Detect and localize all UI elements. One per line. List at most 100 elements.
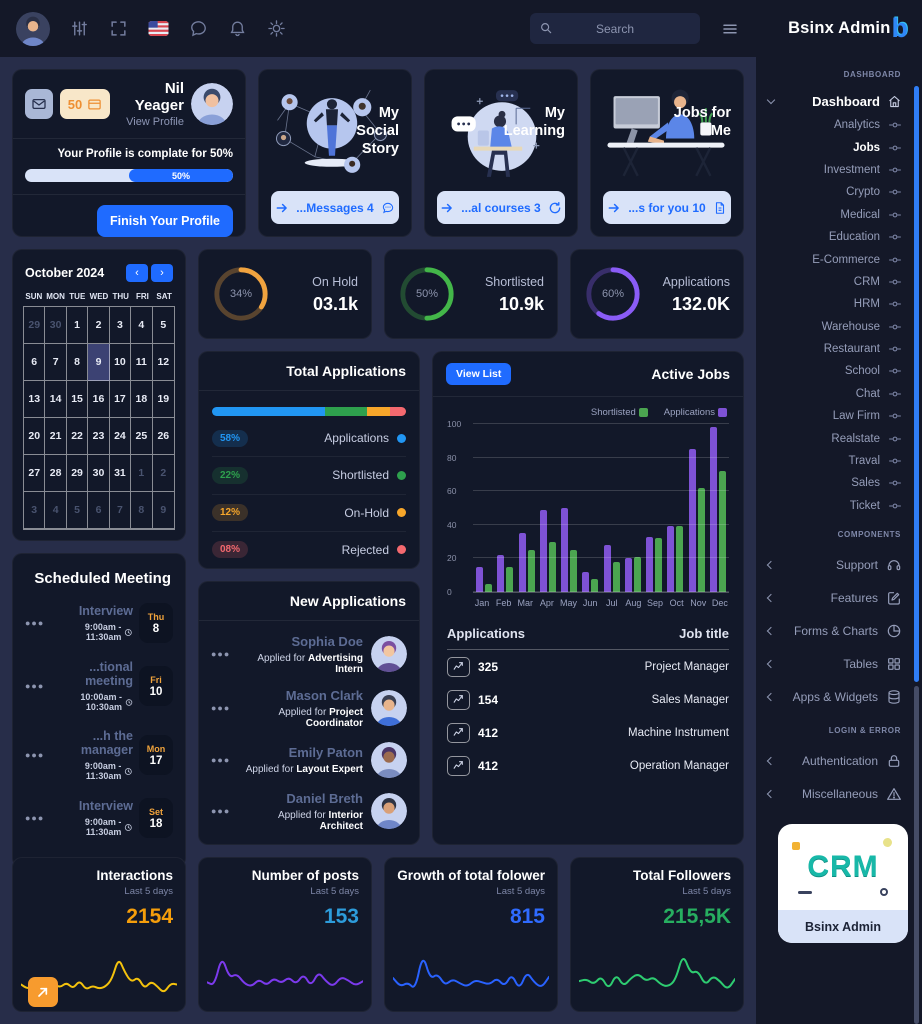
more-options-icon[interactable]: ●●● [211,806,231,816]
calendar-day[interactable]: 6 [88,492,110,529]
calendar-day[interactable]: 12 [152,344,174,381]
calendar-day[interactable]: 24 [109,418,132,455]
theme-sun-icon[interactable] [267,19,286,38]
calendar-prev-button[interactable]: ‹ [126,264,148,282]
calendar-day[interactable]: 30 [45,307,67,344]
calendar-day[interactable]: 11 [131,344,153,381]
calendar-day[interactable]: 14 [45,381,67,418]
calendar-day[interactable]: 20 [24,418,46,455]
more-options-icon[interactable]: ●●● [25,813,45,823]
calendar-day[interactable]: 9 [152,492,174,529]
calendar-day[interactable]: 2 [88,307,110,344]
sidebar-item-school[interactable]: School [766,360,902,382]
more-options-icon[interactable]: ●●● [211,703,231,713]
calendar-day[interactable]: 28 [45,455,67,492]
sidebar-item-sales[interactable]: Sales [766,472,902,494]
calendar-day[interactable]: 3 [109,307,132,344]
more-options-icon[interactable]: ●●● [211,754,231,765]
calendar-day[interactable]: 5 [66,492,89,529]
table-row[interactable]: 325 Project Manager [447,650,729,683]
calendar-day[interactable]: 4 [131,307,153,344]
sidebar-item-education[interactable]: Education [766,226,902,248]
calendar-next-button[interactable]: › [151,264,173,282]
jobs-button[interactable]: ...s for you 10 [603,191,731,224]
brand[interactable]: Bsinx Admin b [766,0,908,57]
calendar-day[interactable]: 4 [45,492,67,529]
calendar-day[interactable]: 7 [109,492,132,529]
sidebar-item-crypto[interactable]: Crypto [766,181,902,203]
learning-button[interactable]: ...al courses 3 [437,191,565,224]
messages-icon[interactable] [189,19,208,38]
fullscreen-icon[interactable] [109,19,128,38]
calendar-day[interactable]: 8 [66,344,89,381]
table-row[interactable]: 412 Operation Manager [447,749,729,782]
sidebar-item-investment[interactable]: Investment [766,159,902,181]
calendar-day[interactable]: 29 [66,455,89,492]
calendar-day[interactable]: 29 [24,307,46,344]
sidebar-item-support[interactable]: Support [766,548,902,581]
calendar-day[interactable]: 15 [66,381,89,418]
table-row[interactable]: 412 Machine Instrument [447,716,729,749]
applicant-avatar[interactable] [371,741,407,778]
sidebar-item-dashboard[interactable]: Dashboard [766,88,902,114]
sidebar-item-features[interactable]: Features [766,581,902,614]
view-list-button[interactable]: View List [446,363,512,385]
sidebar-item-analytics[interactable]: Analytics [766,114,902,136]
calendar-day[interactable]: 27 [24,455,46,492]
sidebar-item-forms-charts[interactable]: Forms & Charts [766,614,902,647]
calendar-day[interactable]: 17 [109,381,132,418]
sidebar-item-medical[interactable]: Medical [766,204,902,226]
sidebar-item-e-commerce[interactable]: E-Commerce [766,248,902,270]
calendar-day[interactable]: 7 [45,344,67,381]
sidebar-item-crm[interactable]: CRM [766,271,902,293]
coin-badge[interactable]: 50 [59,89,111,119]
more-options-icon[interactable]: ●●● [25,750,45,760]
calendar-day[interactable]: 31 [109,455,132,492]
sidebar-item-hrm[interactable]: HRM [766,293,902,315]
social-story-button[interactable]: ...Messages 4 [271,191,399,224]
calendar-day[interactable]: 18 [131,381,153,418]
sidebar-item-realstate[interactable]: Realstate [766,427,902,449]
calendar-day[interactable]: 6 [24,344,46,381]
calendar-day[interactable]: 1 [131,455,153,492]
sidebar-item-tables[interactable]: Tables [766,647,902,680]
crm-promo-card[interactable]: CRM Bsinx Admin [778,824,908,944]
menu-burger-icon[interactable] [720,20,740,38]
user-avatar[interactable] [16,11,50,46]
sidebar-item-chat[interactable]: Chat [766,383,902,405]
sidebar-item-jobs[interactable]: Jobs [766,136,902,158]
calendar-day[interactable]: 3 [24,492,46,529]
mail-badge[interactable] [25,89,53,119]
table-row[interactable]: 154 Sales Manager [447,683,729,716]
applicant-avatar[interactable] [371,690,407,726]
language-flag-icon[interactable] [148,21,169,36]
calendar-day[interactable]: 9 [88,344,110,381]
profile-avatar[interactable] [191,83,233,125]
settings-sliders-icon[interactable] [70,19,89,38]
sidebar-scrollbar-thumb[interactable] [914,86,919,682]
sidebar-item-warehouse[interactable]: Warehouse [766,316,902,338]
customizer-fab-button[interactable] [28,977,58,1007]
more-options-icon[interactable]: ●●● [25,618,45,628]
sidebar-item-law-firm[interactable]: Law Firm [766,405,902,427]
calendar-day[interactable]: 5 [152,307,174,344]
calendar-day[interactable]: 2 [152,455,174,492]
applicant-avatar[interactable] [371,793,407,829]
calendar-day[interactable]: 21 [45,418,67,455]
calendar-day[interactable]: 22 [66,418,89,455]
calendar-day[interactable]: 13 [24,381,46,418]
calendar-day[interactable]: 10 [109,344,132,381]
search-input[interactable] [530,13,700,44]
more-options-icon[interactable]: ●●● [25,681,45,691]
calendar-day[interactable]: 30 [88,455,110,492]
calendar-day[interactable]: 26 [152,418,174,455]
sidebar-item-ticket[interactable]: Ticket [766,495,902,517]
calendar-day[interactable]: 23 [88,418,110,455]
calendar-day[interactable]: 1 [66,307,89,344]
sidebar-item-restaurant[interactable]: Restaurant [766,338,902,360]
calendar-day[interactable]: 25 [131,418,153,455]
view-profile-link[interactable]: View Profile [126,116,184,128]
calendar-day[interactable]: 19 [152,381,174,418]
finish-profile-button[interactable]: Finish Your Profile [97,205,233,237]
applicant-avatar[interactable] [371,636,407,672]
